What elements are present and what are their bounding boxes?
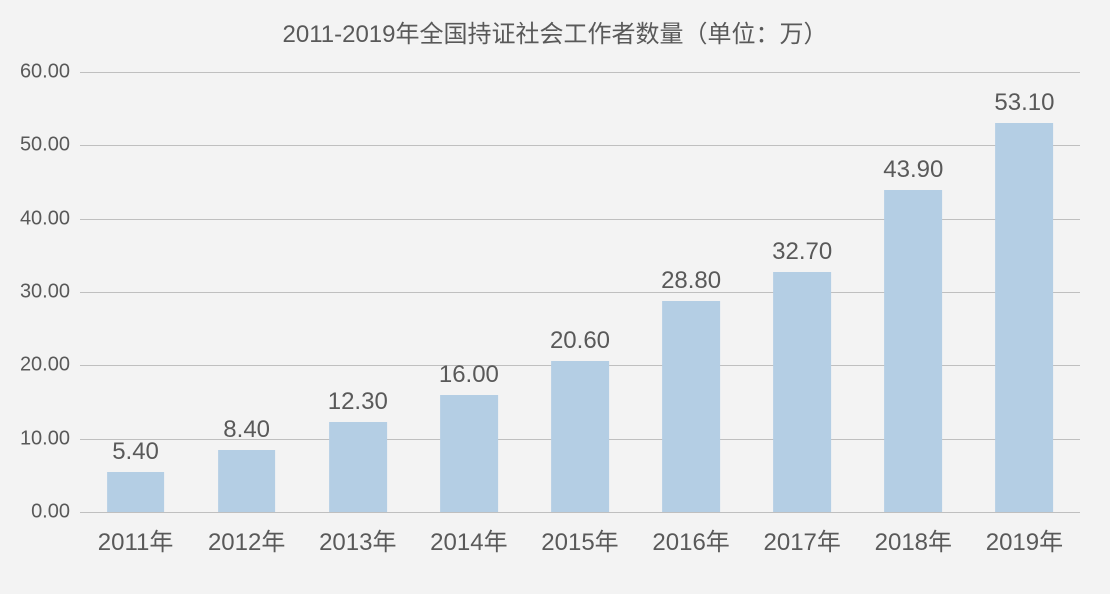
bar xyxy=(662,301,720,512)
bar-slot: 43.902018年 xyxy=(858,72,969,512)
y-tick-label: 10.00 xyxy=(20,427,70,450)
bar-slot: 5.402011年 xyxy=(80,72,191,512)
bar-slot: 20.602015年 xyxy=(524,72,635,512)
bar-slot: 28.802016年 xyxy=(636,72,747,512)
bar-value-label: 43.90 xyxy=(883,156,943,184)
bar-slot: 53.102019年 xyxy=(969,72,1080,512)
bar xyxy=(773,272,831,512)
bar-slot: 8.402012年 xyxy=(191,72,302,512)
bar-slot: 12.302013年 xyxy=(302,72,413,512)
y-tick-label: 20.00 xyxy=(20,354,70,377)
x-tick-label: 2019年 xyxy=(986,522,1063,557)
bar-value-label: 12.30 xyxy=(328,388,388,416)
x-tick-label: 2016年 xyxy=(652,522,729,557)
y-tick-label: 60.00 xyxy=(20,61,70,84)
bar xyxy=(440,395,498,512)
bar xyxy=(218,450,276,512)
bar-value-label: 8.40 xyxy=(223,416,270,444)
chart-title: 2011-2019年全国持证社会工作者数量（单位：万） xyxy=(0,14,1110,49)
y-tick-label: 0.00 xyxy=(31,501,70,524)
y-tick-label: 40.00 xyxy=(20,207,70,230)
bar-value-label: 20.60 xyxy=(550,327,610,355)
bar-chart: 2011-2019年全国持证社会工作者数量（单位：万） 0.0010.0020.… xyxy=(0,0,1110,594)
bar-slot: 16.002014年 xyxy=(413,72,524,512)
bar xyxy=(551,361,609,512)
bar-value-label: 53.10 xyxy=(994,89,1054,117)
x-tick-label: 2013年 xyxy=(319,522,396,557)
x-tick-label: 2018年 xyxy=(875,522,952,557)
x-tick-label: 2014年 xyxy=(430,522,507,557)
bar xyxy=(329,422,387,512)
bar-value-label: 5.40 xyxy=(112,438,159,466)
y-tick-label: 50.00 xyxy=(20,134,70,157)
bar-value-label: 32.70 xyxy=(772,238,832,266)
bar-value-label: 28.80 xyxy=(661,267,721,295)
x-tick-label: 2015年 xyxy=(541,522,618,557)
x-tick-label: 2011年 xyxy=(98,522,174,557)
gridline xyxy=(80,512,1080,513)
bar xyxy=(107,472,165,512)
y-tick-label: 30.00 xyxy=(20,281,70,304)
plot-area: 0.0010.0020.0030.0040.0050.0060.005.4020… xyxy=(80,72,1080,512)
bar-slot: 32.702017年 xyxy=(747,72,858,512)
bar-value-label: 16.00 xyxy=(439,361,499,389)
bar xyxy=(884,190,942,512)
x-tick-label: 2017年 xyxy=(764,522,841,557)
bar xyxy=(996,123,1054,512)
x-tick-label: 2012年 xyxy=(208,522,285,557)
